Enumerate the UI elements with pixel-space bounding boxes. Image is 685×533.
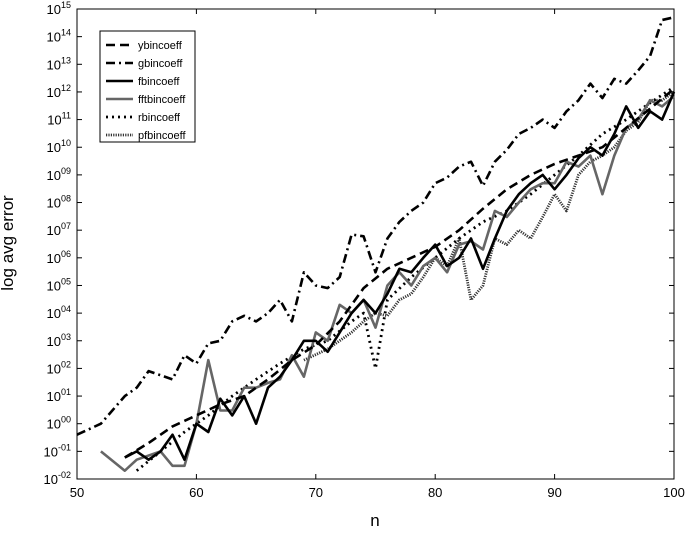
x-tick-label: 70 [309, 485, 323, 500]
y-tick-label: 1010 [47, 138, 71, 155]
x-tick-label: 50 [70, 485, 84, 500]
x-tick-label: 80 [428, 485, 442, 500]
y-tick-label: 1006 [47, 249, 71, 266]
y-tick-label: 10-02 [44, 470, 71, 487]
legend-label-fftbincoeff: fftbincoeff [138, 94, 186, 106]
y-tick-label: 1002 [47, 359, 71, 376]
legend-box [99, 30, 196, 143]
series-line-pfbincoeff [303, 90, 675, 362]
legend-label-fbincoeff: fbincoeff [138, 76, 180, 88]
x-tick-label: 100 [663, 485, 685, 500]
legend-label-pfbincoeff: pfbincoeff [138, 130, 186, 142]
y-axis-label: log avg error [0, 195, 17, 291]
y-tick-label: 1015 [47, 0, 71, 17]
legend-label-gbincoeff: gbincoeff [138, 58, 183, 70]
y-tick-label: 1009 [47, 166, 71, 183]
y-tick-label: 1011 [47, 111, 71, 128]
series-line-fftbincoeff [100, 95, 675, 473]
series-line-gbincoeff [76, 16, 675, 436]
y-tick-label: 1013 [47, 55, 71, 72]
y-tick-label: 1014 [47, 28, 71, 45]
y-tick-label: 1005 [47, 276, 71, 293]
legend: ybincoeff gbincoeff fbincoeff fftbincoeff rb… [99, 30, 196, 143]
series-line-rbincoeff [135, 85, 675, 472]
y-tick-label: 1012 [47, 83, 71, 100]
legend-label-rbincoeff: rbincoeff [138, 112, 181, 124]
series-layer [76, 16, 676, 473]
y-tick-label: 1007 [47, 221, 71, 238]
y-tick-label: 1003 [47, 332, 71, 349]
y-tick-label: 1004 [47, 304, 71, 321]
x-axis: 50 60 70 80 90 100 [70, 9, 685, 500]
x-tick-label: 90 [547, 485, 561, 500]
x-axis-label: n [370, 511, 379, 530]
x-tick-label: 60 [189, 485, 203, 500]
legend-label-ybincoeff: ybincoeff [138, 40, 183, 52]
y-tick-label: 1001 [47, 387, 71, 404]
y-tick-label: 1000 [47, 415, 71, 432]
y-tick-label: 1008 [47, 194, 71, 211]
plot-frame [76, 8, 675, 480]
y-tick-label: 10-01 [44, 442, 71, 459]
series-line-fbincoeff [124, 91, 676, 462]
series-line-ybincoeff [124, 87, 675, 459]
